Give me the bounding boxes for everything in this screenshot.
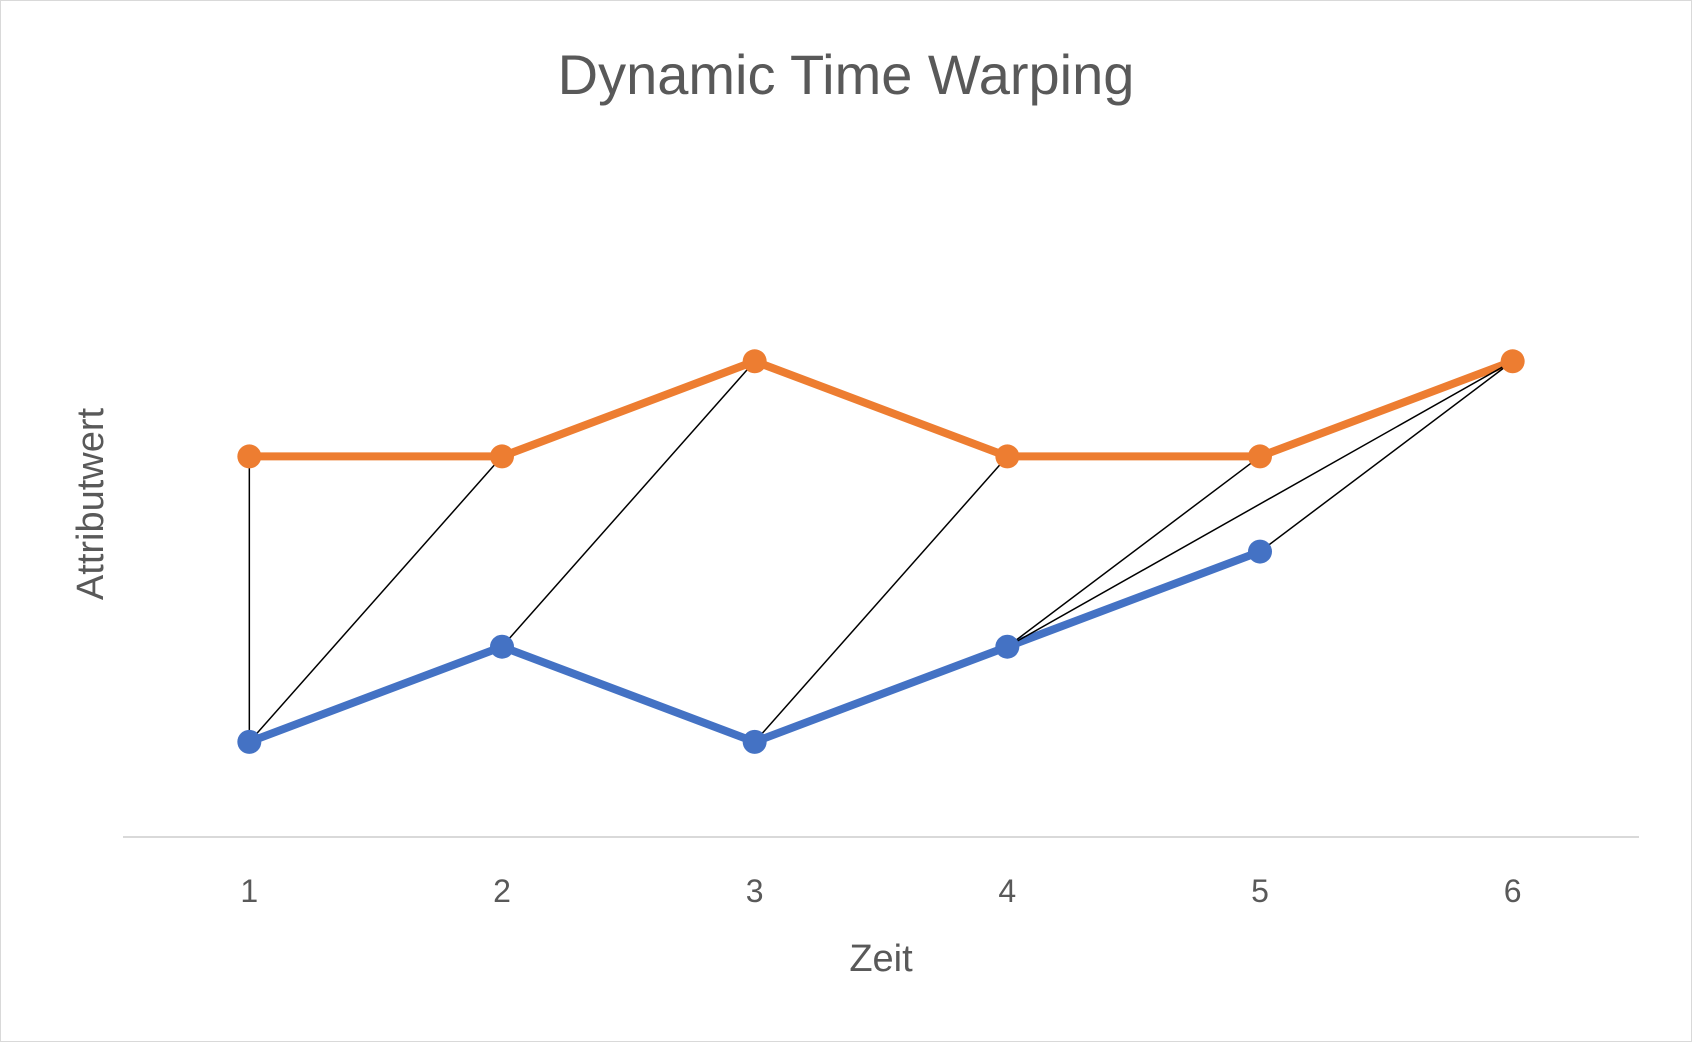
x-tick-label: 1 xyxy=(240,873,258,909)
series-2-point xyxy=(1248,539,1272,564)
x-tick-label: 5 xyxy=(1251,873,1269,909)
x-tick-label: 6 xyxy=(1504,873,1522,909)
series-1-point xyxy=(490,444,514,469)
series-2-point xyxy=(237,729,262,754)
series-line-2 xyxy=(245,547,1264,746)
x-tick-label: 3 xyxy=(746,873,764,909)
alignment-line xyxy=(248,455,503,743)
x-axis-title: Zeit xyxy=(849,938,913,980)
series-2-point xyxy=(995,634,1020,659)
series-2-point xyxy=(490,634,514,659)
series-1-point xyxy=(742,349,767,374)
chart-title: Dynamic Time Warping xyxy=(558,43,1135,106)
alignment-line xyxy=(1259,360,1514,553)
alignment-line xyxy=(1006,455,1261,648)
alignment-line xyxy=(754,455,1008,743)
series-1-point xyxy=(1248,444,1272,469)
series-2-point xyxy=(742,729,767,754)
series-1-point xyxy=(237,444,262,469)
x-tick-label: 4 xyxy=(998,873,1016,909)
y-axis-title: Attributwert xyxy=(70,407,112,600)
series-line-1 xyxy=(245,357,1517,461)
alignment-line xyxy=(501,360,756,648)
x-tick-label: 2 xyxy=(493,873,511,909)
series-1-point xyxy=(1500,349,1525,374)
alignment-line xyxy=(1006,360,1514,648)
plot-layer: 1 2 3 4 5 6 xyxy=(123,349,1639,909)
series-1-point xyxy=(995,444,1020,469)
